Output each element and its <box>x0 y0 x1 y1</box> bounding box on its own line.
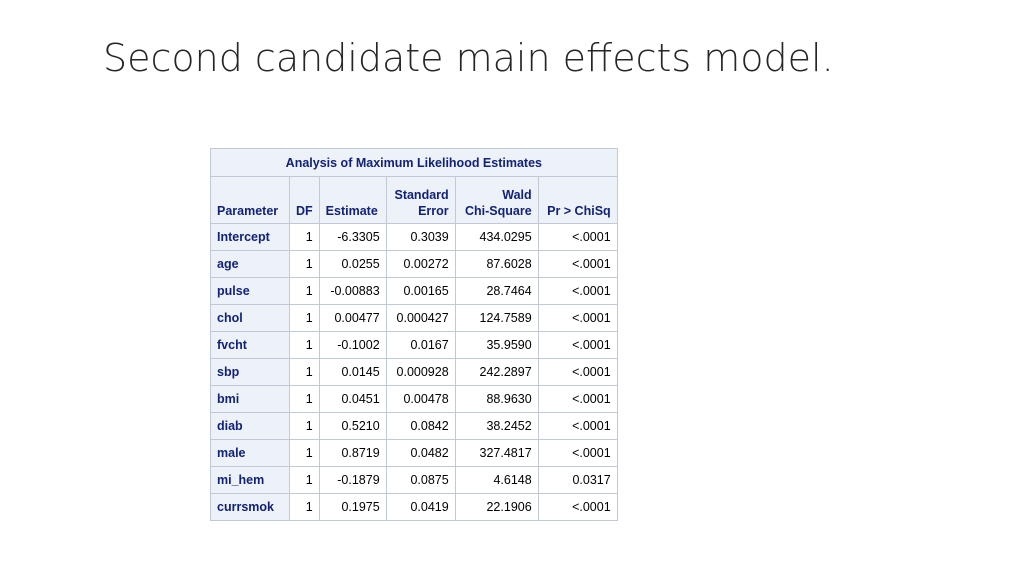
header-df: DF <box>289 176 320 224</box>
cell-estimate: 0.00477 <box>318 304 387 332</box>
cell-standard-error: 0.0167 <box>385 331 456 359</box>
cell-df: 1 <box>289 250 320 278</box>
table-row: diab 1 0.5210 0.0842 38.2452 <.0001 <box>210 412 618 440</box>
cell-wald-chi-square: 124.7589 <box>454 304 539 332</box>
header-estimate: Estimate <box>318 176 387 224</box>
cell-standard-error: 0.00272 <box>385 250 456 278</box>
table-caption-row: Analysis of Maximum Likelihood Estimates <box>210 148 618 177</box>
cell-estimate: 0.5210 <box>318 412 387 440</box>
header-parameter: Parameter <box>210 176 290 224</box>
cell-p-value: <.0001 <box>537 304 618 332</box>
cell-estimate: -0.1879 <box>318 466 387 494</box>
cell-parameter: fvcht <box>210 331 290 359</box>
cell-wald-chi-square: 35.9590 <box>454 331 539 359</box>
cell-df: 1 <box>289 412 320 440</box>
cell-p-value: <.0001 <box>537 412 618 440</box>
table-row: Intercept 1 -6.3305 0.3039 434.0295 <.0001 <box>210 223 618 251</box>
cell-df: 1 <box>289 304 320 332</box>
cell-standard-error: 0.00478 <box>385 385 456 413</box>
cell-parameter: diab <box>210 412 290 440</box>
table-caption: Analysis of Maximum Likelihood Estimates <box>210 148 618 177</box>
table-row: currsmok 1 0.1975 0.0419 22.1906 <.0001 <box>210 493 618 521</box>
cell-standard-error: 0.000427 <box>385 304 456 332</box>
cell-standard-error: 0.3039 <box>385 223 456 251</box>
cell-standard-error: 0.000928 <box>385 358 456 386</box>
cell-df: 1 <box>289 493 320 521</box>
cell-p-value: <.0001 <box>537 250 618 278</box>
table-row: bmi 1 0.0451 0.00478 88.9630 <.0001 <box>210 385 618 413</box>
mle-estimates-table: Analysis of Maximum Likelihood Estimates… <box>210 148 618 521</box>
cell-estimate: -6.3305 <box>318 223 387 251</box>
table-body: Intercept 1 -6.3305 0.3039 434.0295 <.0001 age… <box>210 223 618 521</box>
slide-title: Second candidate main effects model. <box>103 36 834 80</box>
cell-estimate: 0.0255 <box>318 250 387 278</box>
table-row: mi_hem 1 -0.1879 0.0875 4.6148 0.0317 <box>210 466 618 494</box>
cell-p-value: <.0001 <box>537 493 618 521</box>
cell-df: 1 <box>289 277 320 305</box>
cell-p-value: 0.0317 <box>537 466 618 494</box>
cell-wald-chi-square: 38.2452 <box>454 412 539 440</box>
header-se-line1: Standard <box>394 188 449 202</box>
header-standard-error: Standard Error <box>385 176 456 224</box>
cell-wald-chi-square: 28.7464 <box>454 277 539 305</box>
cell-parameter: mi_hem <box>210 466 290 494</box>
cell-df: 1 <box>289 358 320 386</box>
table-row: male 1 0.8719 0.0482 327.4817 <.0001 <box>210 439 618 467</box>
cell-parameter: sbp <box>210 358 290 386</box>
cell-estimate: 0.1975 <box>318 493 387 521</box>
header-se-line2: Error <box>418 204 449 218</box>
cell-p-value: <.0001 <box>537 331 618 359</box>
cell-df: 1 <box>289 223 320 251</box>
table-row: chol 1 0.00477 0.000427 124.7589 <.0001 <box>210 304 618 332</box>
cell-estimate: -0.00883 <box>318 277 387 305</box>
cell-parameter: chol <box>210 304 290 332</box>
table-row: pulse 1 -0.00883 0.00165 28.7464 <.0001 <box>210 277 618 305</box>
cell-wald-chi-square: 434.0295 <box>454 223 539 251</box>
cell-estimate: 0.0145 <box>318 358 387 386</box>
cell-estimate: 0.8719 <box>318 439 387 467</box>
cell-estimate: 0.0451 <box>318 385 387 413</box>
cell-p-value: <.0001 <box>537 358 618 386</box>
header-p-value: Pr > ChiSq <box>537 176 618 224</box>
cell-df: 1 <box>289 439 320 467</box>
cell-df: 1 <box>289 331 320 359</box>
table-header-row: Parameter DF Estimate Standard Error Wald… <box>210 176 618 224</box>
cell-p-value: <.0001 <box>537 277 618 305</box>
header-wald-line2: Chi-Square <box>464 204 532 218</box>
header-wald-line1: Wald <box>502 188 532 202</box>
cell-parameter: Intercept <box>210 223 290 251</box>
cell-standard-error: 0.00165 <box>385 277 456 305</box>
cell-parameter: age <box>210 250 290 278</box>
cell-wald-chi-square: 242.2897 <box>454 358 539 386</box>
cell-wald-chi-square: 327.4817 <box>454 439 539 467</box>
cell-parameter: currsmok <box>210 493 290 521</box>
cell-standard-error: 0.0482 <box>385 439 456 467</box>
cell-parameter: bmi <box>210 385 290 413</box>
cell-wald-chi-square: 22.1906 <box>454 493 539 521</box>
table-row: fvcht 1 -0.1002 0.0167 35.9590 <.0001 <box>210 331 618 359</box>
cell-wald-chi-square: 87.6028 <box>454 250 539 278</box>
table-row: age 1 0.0255 0.00272 87.6028 <.0001 <box>210 250 618 278</box>
cell-p-value: <.0001 <box>537 223 618 251</box>
cell-standard-error: 0.0842 <box>385 412 456 440</box>
header-wald-chi-square: Wald Chi-Square <box>454 176 539 224</box>
cell-p-value: <.0001 <box>537 439 618 467</box>
cell-estimate: -0.1002 <box>318 331 387 359</box>
cell-df: 1 <box>289 466 320 494</box>
cell-wald-chi-square: 4.6148 <box>454 466 539 494</box>
table-row: sbp 1 0.0145 0.000928 242.2897 <.0001 <box>210 358 618 386</box>
cell-standard-error: 0.0419 <box>385 493 456 521</box>
cell-parameter: pulse <box>210 277 290 305</box>
cell-wald-chi-square: 88.9630 <box>454 385 539 413</box>
cell-parameter: male <box>210 439 290 467</box>
cell-df: 1 <box>289 385 320 413</box>
cell-p-value: <.0001 <box>537 385 618 413</box>
cell-standard-error: 0.0875 <box>385 466 456 494</box>
